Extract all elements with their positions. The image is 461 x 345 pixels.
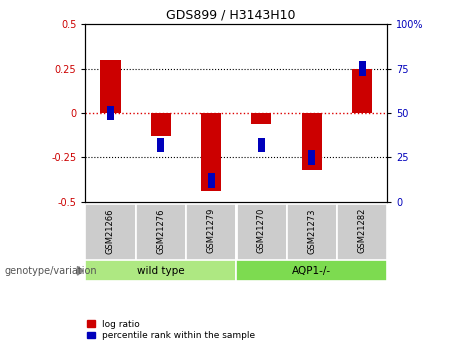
- Bar: [258, 138, 265, 152]
- Bar: [151, 113, 171, 136]
- Text: GDS899 / H3143H10: GDS899 / H3143H10: [166, 9, 295, 22]
- Bar: [287, 204, 337, 260]
- Bar: [236, 204, 287, 260]
- Bar: [85, 204, 136, 260]
- Text: GSM21282: GSM21282: [358, 208, 366, 254]
- Bar: [236, 260, 387, 281]
- Text: GSM21266: GSM21266: [106, 208, 115, 254]
- Bar: [337, 204, 387, 260]
- FancyArrow shape: [77, 266, 83, 275]
- Bar: [157, 138, 164, 152]
- Text: GSM21273: GSM21273: [307, 208, 316, 254]
- Bar: [359, 61, 366, 76]
- Bar: [107, 106, 114, 120]
- Bar: [201, 113, 221, 191]
- Text: GSM21270: GSM21270: [257, 208, 266, 254]
- Bar: [301, 113, 322, 170]
- Text: genotype/variation: genotype/variation: [5, 266, 97, 276]
- Bar: [136, 204, 186, 260]
- Text: AQP1-/-: AQP1-/-: [292, 266, 331, 276]
- Text: wild type: wild type: [137, 266, 184, 276]
- Text: GSM21279: GSM21279: [207, 208, 216, 254]
- Bar: [186, 204, 236, 260]
- Bar: [85, 260, 236, 281]
- Bar: [352, 69, 372, 113]
- Bar: [100, 60, 120, 113]
- Bar: [308, 150, 315, 165]
- Bar: [207, 174, 215, 188]
- Text: GSM21276: GSM21276: [156, 208, 165, 254]
- Bar: [251, 113, 272, 124]
- Legend: log ratio, percentile rank within the sample: log ratio, percentile rank within the sa…: [88, 320, 255, 341]
